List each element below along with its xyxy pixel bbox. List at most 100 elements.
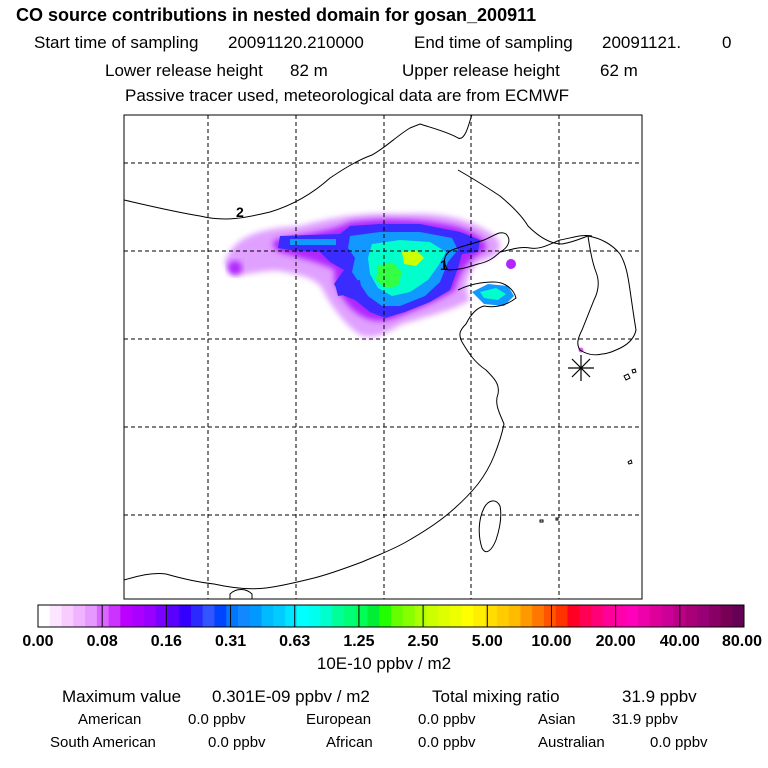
colorbar-segment	[332, 605, 345, 627]
colorbar-segment	[143, 605, 157, 627]
coastlines	[124, 115, 637, 599]
lower-release-value: 82 m	[290, 61, 328, 80]
receptor-asterisk-icon	[568, 355, 594, 381]
colorbar-tick-label: 0.31	[215, 633, 246, 650]
colorbar-segment	[496, 605, 510, 627]
northeast-border	[457, 169, 589, 245]
colorbar-segment	[49, 605, 62, 627]
colorbar-segment	[520, 605, 533, 627]
plume-peak	[402, 250, 424, 266]
region-south-american-label: South American	[50, 734, 156, 751]
colorbar-segment	[426, 605, 439, 627]
colorbar-tick-label: 1.25	[343, 633, 374, 650]
plume-west-streak-core	[290, 239, 336, 245]
colorbar-segment	[649, 605, 663, 627]
japan-islands	[539, 368, 637, 523]
start-time-label: Start time of sampling	[34, 33, 199, 52]
max-value: 0.301E-09 ppbv / m2	[212, 687, 370, 706]
region-african-value: 0.0 ppbv	[418, 734, 476, 751]
total-mixing-label: Total mixing ratio	[432, 687, 560, 706]
colorbar-segment	[708, 605, 721, 627]
colorbar-unit-label: 10E-10 ppbv / m2	[316, 654, 452, 673]
colorbar-segment	[167, 605, 180, 627]
east-coast	[124, 341, 505, 590]
total-mixing-value: 31.9 ppbv	[622, 687, 697, 706]
colorbar-segment	[449, 605, 462, 627]
colorbar-segment	[249, 605, 262, 627]
plume-green	[376, 262, 402, 288]
bohai-coast	[444, 232, 510, 271]
colorbar-segment	[414, 605, 427, 627]
upper-release-label: Upper release height	[402, 61, 560, 80]
colorbar-segment	[108, 605, 121, 627]
colorbar-segment	[355, 605, 368, 627]
colorbar-segment	[461, 605, 474, 627]
colorbar-segment	[202, 605, 215, 627]
colorbar-tick-label: 10.00	[531, 633, 571, 650]
colorbar-segment	[391, 605, 404, 627]
end-time-label: End time of sampling	[414, 33, 573, 52]
colorbar-segment	[367, 605, 380, 627]
colorbar-segment	[285, 605, 298, 627]
colorbar-tick-labels: 0.00 0.08 0.16 0.31 0.63 1.25 2.50 5.00 10.00 20.…	[22, 633, 762, 650]
colorbar-segment	[626, 605, 639, 627]
colorbar-segment	[238, 605, 251, 627]
colorbar-segment	[485, 605, 498, 627]
colorbar-tick-label: 5.00	[472, 633, 503, 650]
tracer-note: Passive tracer used, meteorological data…	[125, 86, 570, 105]
colorbar-frame	[37, 604, 745, 628]
korea-west	[577, 235, 603, 356]
colorbar-segment	[226, 605, 239, 627]
colorbar-segment	[296, 605, 310, 627]
colorbar-segment	[132, 605, 145, 627]
colorbar-segment	[473, 605, 486, 627]
colorbar-tick-label: 20.00	[596, 633, 636, 650]
colorbar-segment	[38, 605, 51, 627]
region-australian-value: 0.0 ppbv	[650, 734, 708, 751]
colorbar-segment	[661, 605, 674, 627]
plume-east-core	[480, 288, 506, 300]
end-time-value: 20091121.	[602, 33, 682, 52]
colorbar-segment	[273, 605, 286, 627]
region-asian-label: Asian	[538, 711, 576, 728]
lower-release-label: Lower release height	[105, 61, 263, 80]
chart-title: CO source contributions in nested domain…	[16, 5, 537, 25]
colorbar-segment	[214, 605, 227, 627]
region-african-label: African	[326, 734, 373, 751]
plume-spot-east	[506, 259, 516, 269]
colorbar-segment	[155, 605, 168, 627]
taiwan	[478, 500, 502, 553]
region-american-value: 0.0 ppbv	[188, 711, 246, 728]
map-grid	[124, 115, 642, 599]
colorbar-segment	[438, 605, 451, 627]
colorbar-segment	[638, 605, 651, 627]
shandong-coast	[457, 281, 517, 343]
colorbar-tick-label: 2.50	[408, 633, 439, 650]
colorbar	[37, 604, 745, 628]
region-south-american-value: 0.0 ppbv	[208, 734, 266, 751]
colorbar-segment	[555, 605, 568, 627]
colorbar-segment	[591, 605, 604, 627]
colorbar-segment	[543, 605, 557, 627]
plume-spot-west	[228, 261, 242, 275]
colorbar-segment	[73, 605, 86, 627]
colorbar-segment	[732, 605, 745, 627]
region-american-label: American	[78, 711, 142, 728]
upper-release-value: 62 m	[600, 61, 638, 80]
colorbar-segment	[85, 605, 98, 627]
colorbar-segment	[96, 605, 109, 627]
colorbar-segment	[685, 605, 698, 627]
korea-east	[587, 235, 637, 355]
colorbar-segment	[532, 605, 545, 627]
colorbar-tick-label: 80.00	[722, 633, 762, 650]
colorbar-segment	[61, 605, 74, 627]
colorbar-segment	[120, 605, 133, 627]
marker-2: 2	[236, 204, 244, 220]
max-value-label: Maximum value	[62, 687, 182, 706]
colorbar-segment	[720, 605, 733, 627]
end-time-extra: 0	[722, 33, 732, 52]
colorbar-tick-label: 40.00	[660, 633, 700, 650]
colorbar-segment	[190, 605, 204, 627]
colorbar-tick-label: 0.16	[151, 633, 182, 650]
colorbar-segment	[261, 605, 274, 627]
